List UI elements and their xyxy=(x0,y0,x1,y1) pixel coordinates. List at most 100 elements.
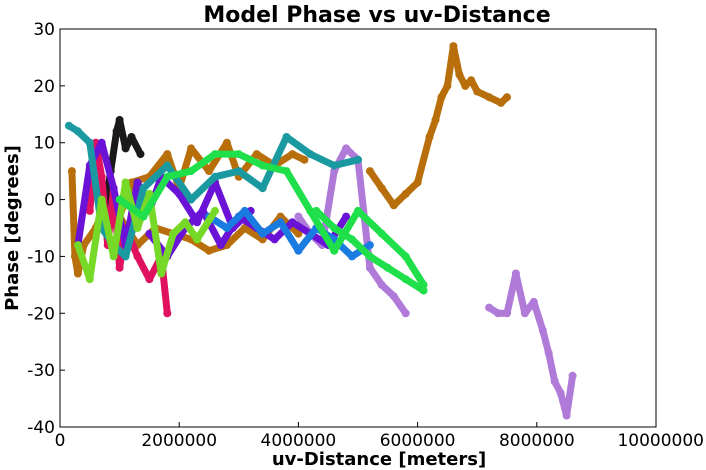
data-point xyxy=(211,172,219,181)
data-point xyxy=(288,218,297,227)
data-point xyxy=(365,241,374,250)
chart-title: Model Phase vs uv-Distance xyxy=(203,3,550,28)
data-point xyxy=(348,235,356,244)
data-point xyxy=(67,167,76,176)
data-point xyxy=(145,275,154,284)
data-point xyxy=(163,309,172,318)
data-point xyxy=(365,252,374,261)
data-point xyxy=(461,81,470,90)
data-point xyxy=(538,326,547,335)
data-point xyxy=(294,229,303,238)
data-point xyxy=(467,76,476,85)
data-point xyxy=(485,93,494,102)
data-point xyxy=(294,212,303,221)
data-point xyxy=(211,206,219,215)
data-point xyxy=(377,280,386,289)
data-point xyxy=(306,150,315,159)
data-point xyxy=(258,184,267,193)
data-point xyxy=(163,161,172,170)
data-point xyxy=(133,178,142,187)
data-point xyxy=(449,42,458,51)
data-point xyxy=(354,206,362,215)
data-point xyxy=(401,275,410,284)
data-point xyxy=(109,252,118,261)
data-point xyxy=(330,246,339,255)
data-point xyxy=(199,206,207,215)
series-track-9 xyxy=(65,122,362,260)
y-tick-label: 0 xyxy=(44,191,55,211)
data-point xyxy=(73,241,82,250)
y-tick-label: -20 xyxy=(27,304,55,324)
data-point xyxy=(503,93,511,102)
data-point xyxy=(437,93,446,102)
data-point xyxy=(520,309,529,318)
data-point xyxy=(354,155,362,164)
y-tick-label: 10 xyxy=(33,134,55,154)
y-tick-label: -30 xyxy=(27,361,55,381)
data-point xyxy=(222,138,231,147)
data-point xyxy=(85,275,94,284)
data-point xyxy=(109,184,118,193)
data-point xyxy=(112,127,121,136)
x-axis-label: uv-Distance [meters] xyxy=(272,449,486,470)
x-tick-label: 8000000 xyxy=(499,431,575,451)
series-track-10 xyxy=(205,207,374,260)
data-point xyxy=(85,138,94,147)
data-point xyxy=(145,189,154,198)
data-point xyxy=(485,303,494,312)
data-point xyxy=(377,184,386,193)
data-point xyxy=(193,235,202,244)
data-point xyxy=(401,252,410,261)
data-point xyxy=(443,81,452,90)
data-point xyxy=(73,269,82,278)
data-point xyxy=(211,150,219,159)
data-point xyxy=(562,411,571,420)
data-point xyxy=(234,167,243,176)
data-point xyxy=(389,201,398,210)
data-point xyxy=(282,167,291,176)
data-point xyxy=(544,349,553,358)
data-point xyxy=(306,206,315,215)
data-point xyxy=(342,212,351,221)
data-point xyxy=(503,309,511,318)
data-point xyxy=(187,195,196,204)
data-point xyxy=(73,127,82,136)
data-point xyxy=(330,224,339,232)
data-point xyxy=(473,87,482,96)
data-point xyxy=(175,189,184,198)
data-point xyxy=(276,212,285,221)
y-axis: 30 20 10 0 -10 -20 -30 -40 xyxy=(27,20,65,438)
data-point xyxy=(187,144,196,153)
data-point xyxy=(234,150,243,159)
data-point xyxy=(139,184,148,193)
data-point xyxy=(163,172,172,181)
data-point xyxy=(413,178,422,187)
data-point xyxy=(365,263,374,272)
data-point xyxy=(216,241,225,250)
data-point xyxy=(240,224,249,232)
data-point xyxy=(205,246,213,255)
data-point xyxy=(431,116,440,124)
data-point xyxy=(330,167,339,176)
data-point xyxy=(252,150,261,159)
y-tick-label: 30 xyxy=(33,20,55,40)
data-point xyxy=(157,269,166,278)
data-point xyxy=(258,161,267,170)
data-point xyxy=(70,252,79,261)
series-track-0 xyxy=(366,42,511,209)
data-point xyxy=(455,70,464,79)
data-point xyxy=(121,144,130,153)
data-point xyxy=(401,309,410,318)
data-point xyxy=(270,235,279,244)
data-point xyxy=(127,133,136,141)
data-point xyxy=(133,224,142,232)
data-point xyxy=(568,371,577,380)
data-point xyxy=(494,309,503,318)
data-point xyxy=(383,263,392,272)
data-point xyxy=(240,206,249,215)
data-point xyxy=(282,133,291,141)
data-point xyxy=(342,144,351,153)
data-point xyxy=(169,229,178,238)
series-layer xyxy=(64,42,577,420)
